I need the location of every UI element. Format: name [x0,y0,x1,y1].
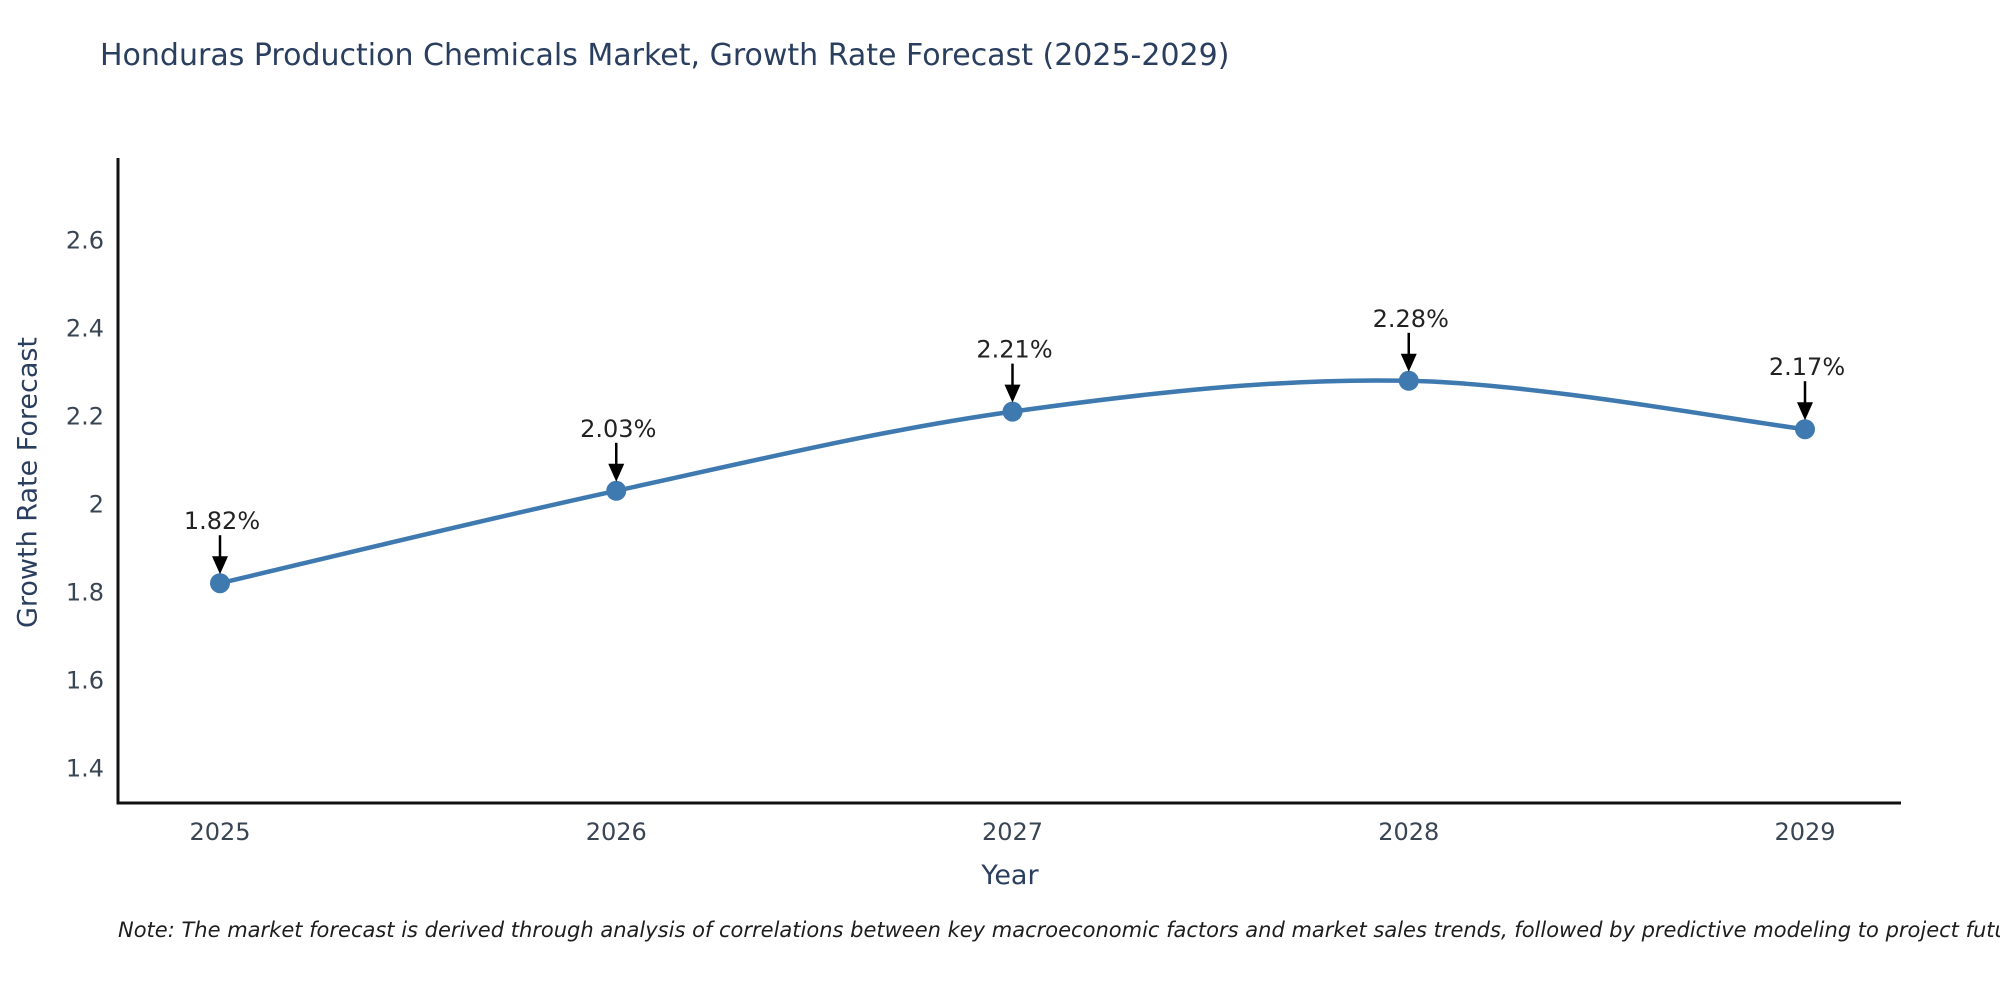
x-axis-tick-labels: 2025 2026 2027 2028 2029 [189,818,1835,846]
data-point-markers [210,370,1815,594]
x-axis-title: Year [981,860,1039,891]
x-tick-label: 2029 [1774,818,1835,846]
data-point-marker [606,480,627,501]
annotation-arrow-icon [1400,332,1417,372]
y-tick-label: 2.4 [66,315,104,343]
x-tick-label: 2026 [586,818,647,846]
annotation-arrow-icon [1004,363,1021,403]
annotation-arrows [212,332,1813,575]
data-point-marker [1002,401,1023,422]
chart-title: Honduras Production Chemicals Market, Gr… [100,38,1230,73]
y-tick-label: 2.2 [66,403,104,431]
y-tick-label: 1.8 [66,579,104,607]
data-point-marker [210,573,230,594]
y-tick-label: 2 [89,491,104,519]
data-point-marker [1398,370,1419,391]
x-tick-label: 2028 [1378,818,1439,846]
data-point-marker [1795,419,1815,440]
data-point-value-label: 1.82% [184,507,260,535]
y-tick-label: 1.6 [66,667,104,695]
x-tick-label: 2025 [189,818,250,846]
annotation-arrow-icon [212,535,228,575]
annotation-arrow-icon [608,442,625,482]
data-point-value-label: 2.03% [580,415,656,443]
annotation-labels: 1.82% 2.03% 2.21% 2.28% 2.17% [184,305,1845,535]
y-tick-label: 1.4 [66,755,104,783]
data-point-value-label: 2.17% [1769,353,1845,381]
annotation-arrow-icon [1797,381,1813,421]
x-tick-label: 2027 [982,818,1043,846]
data-point-value-label: 2.21% [976,336,1052,364]
y-tick-label: 2.6 [66,227,104,255]
footnote: Note: The market forecast is derived thr… [118,918,2000,942]
data-point-value-label: 2.28% [1373,305,1449,333]
y-axis-tick-labels: 1.4 1.6 1.8 2 2.2 2.4 2.6 [66,227,104,783]
